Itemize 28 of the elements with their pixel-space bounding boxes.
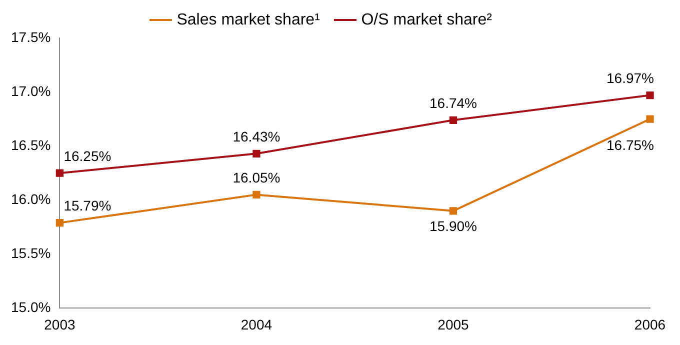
y-tick-label: 17.0% (10, 82, 51, 99)
data-label: 16.97% (606, 70, 654, 86)
x-tick-label: 2004 (240, 316, 272, 332)
data-label: 15.79% (64, 198, 112, 214)
data-label: 16.75% (606, 136, 654, 153)
legend-label: Sales market share¹ (176, 11, 334, 28)
legend-label: O/S market share² (361, 11, 506, 28)
y-tick-label: 17.5% (10, 28, 51, 45)
point (252, 190, 260, 199)
x-tick-label: 2006 (634, 316, 666, 332)
data-label: 16.43% (232, 128, 280, 145)
y-tick-label: 16.5% (10, 136, 51, 153)
point (449, 116, 458, 124)
y-tick-label: 15.0% (10, 299, 51, 316)
data-label: 16.74% (429, 95, 477, 111)
point (646, 115, 654, 123)
point (56, 218, 64, 227)
data-label: 15.90% (429, 218, 477, 234)
point (252, 150, 260, 158)
data-label: 16.25% (64, 148, 112, 164)
x-tick-label: 2003 (44, 316, 76, 332)
point (449, 207, 458, 215)
data-label: 16.05% (232, 170, 280, 186)
point (646, 91, 654, 100)
point (56, 169, 64, 177)
x-tick-label: 2005 (438, 316, 470, 332)
y-tick-label: 15.5% (10, 245, 51, 262)
y-tick-label: 16.0% (10, 190, 51, 207)
